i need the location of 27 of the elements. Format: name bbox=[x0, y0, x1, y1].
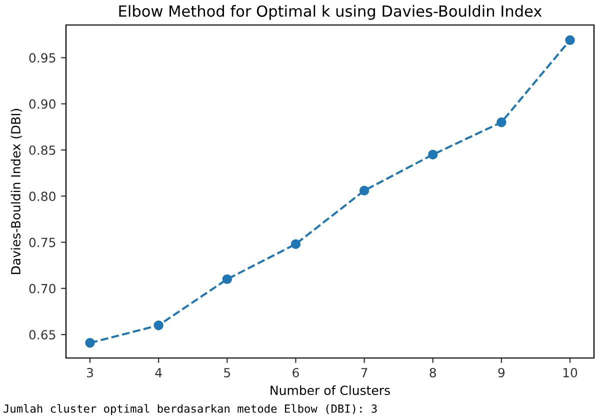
y-tick-label: 0.85 bbox=[29, 145, 56, 155]
point bbox=[428, 150, 438, 160]
x-tick-label: 9 bbox=[498, 368, 505, 378]
point bbox=[222, 274, 232, 284]
point bbox=[359, 186, 370, 196]
point bbox=[154, 320, 164, 330]
x-axis-title: Number of Clusters bbox=[270, 385, 390, 396]
y-tick-label: 0.80 bbox=[29, 192, 56, 202]
x-tick-label: 10 bbox=[563, 368, 578, 378]
y-tick-label: 0.75 bbox=[29, 238, 56, 248]
x-tick-label: 6 bbox=[292, 368, 299, 378]
x-tick-label: 8 bbox=[430, 368, 436, 378]
point bbox=[85, 338, 95, 348]
point bbox=[290, 239, 301, 249]
y-tick-label: 0.90 bbox=[29, 99, 56, 109]
y-axis-title: Davies-Bouldin Index (DBI) bbox=[10, 108, 22, 274]
x-tick-label: 3 bbox=[86, 368, 93, 378]
text: Jumlah cluster optimal berdasarkan metode Elbow (DBI): 3 bbox=[4, 404, 377, 415]
y-tick-label: 0.70 bbox=[29, 284, 56, 294]
y-tick-label: 0.95 bbox=[29, 53, 56, 63]
chart-title: Elbow Method for Optimal k using Davies-Bouldin Index bbox=[119, 5, 542, 20]
x-tick-label: 5 bbox=[224, 368, 230, 378]
x-tick-label: 4 bbox=[155, 368, 162, 378]
y-tick-label: 0.65 bbox=[29, 330, 56, 340]
point bbox=[496, 117, 506, 128]
point bbox=[565, 35, 575, 45]
x-tick-label: 7 bbox=[361, 368, 368, 378]
